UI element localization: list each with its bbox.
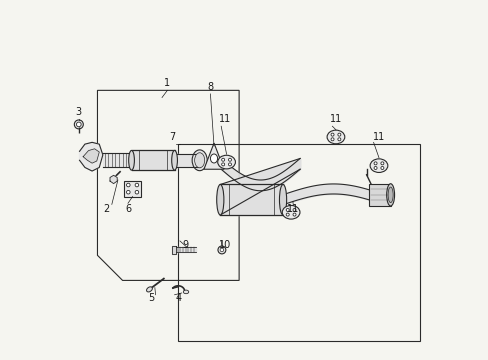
- Text: 2: 2: [103, 204, 109, 214]
- Ellipse shape: [285, 213, 288, 216]
- Text: 11: 11: [218, 114, 230, 124]
- Polygon shape: [172, 246, 176, 254]
- Text: 1: 1: [164, 78, 170, 88]
- Text: 11: 11: [286, 204, 299, 214]
- Ellipse shape: [220, 248, 223, 252]
- Ellipse shape: [387, 187, 392, 203]
- Polygon shape: [176, 247, 196, 252]
- Ellipse shape: [216, 184, 224, 215]
- Ellipse shape: [221, 163, 224, 166]
- Ellipse shape: [380, 166, 383, 170]
- Text: 10: 10: [218, 239, 230, 249]
- Text: 9: 9: [182, 239, 188, 249]
- Polygon shape: [110, 175, 117, 184]
- Ellipse shape: [210, 154, 217, 163]
- Text: 6: 6: [124, 204, 131, 214]
- Ellipse shape: [373, 162, 376, 165]
- Ellipse shape: [126, 183, 130, 187]
- Ellipse shape: [330, 138, 333, 141]
- Ellipse shape: [373, 166, 376, 170]
- Bar: [368, 184, 390, 206]
- Ellipse shape: [135, 183, 139, 187]
- Ellipse shape: [171, 150, 177, 170]
- Ellipse shape: [192, 150, 207, 171]
- Ellipse shape: [285, 208, 288, 211]
- Text: 4: 4: [175, 293, 181, 303]
- Ellipse shape: [292, 213, 295, 216]
- Ellipse shape: [386, 184, 394, 206]
- Ellipse shape: [330, 133, 333, 136]
- Text: 11: 11: [329, 114, 342, 124]
- Text: 7: 7: [169, 132, 176, 142]
- Ellipse shape: [228, 158, 231, 161]
- Ellipse shape: [369, 159, 387, 172]
- Ellipse shape: [218, 246, 225, 254]
- Polygon shape: [80, 142, 102, 171]
- Bar: [178, 144, 419, 341]
- Polygon shape: [83, 149, 99, 163]
- Ellipse shape: [292, 208, 295, 211]
- Ellipse shape: [194, 153, 204, 168]
- Ellipse shape: [217, 155, 235, 169]
- Text: 5: 5: [148, 293, 154, 303]
- Ellipse shape: [228, 163, 231, 166]
- Ellipse shape: [76, 122, 81, 127]
- Ellipse shape: [183, 290, 188, 294]
- Ellipse shape: [128, 150, 134, 170]
- Polygon shape: [203, 143, 224, 169]
- Bar: [124, 180, 141, 197]
- Ellipse shape: [74, 120, 83, 129]
- Text: 8: 8: [207, 82, 213, 92]
- Text: 3: 3: [76, 107, 81, 117]
- Ellipse shape: [337, 133, 340, 136]
- Ellipse shape: [337, 138, 340, 141]
- Ellipse shape: [282, 206, 299, 219]
- Ellipse shape: [126, 190, 130, 194]
- Ellipse shape: [221, 158, 224, 161]
- Ellipse shape: [135, 190, 139, 194]
- Ellipse shape: [146, 287, 152, 292]
- Ellipse shape: [279, 184, 286, 215]
- Text: 11: 11: [372, 132, 385, 142]
- Ellipse shape: [380, 162, 383, 165]
- Ellipse shape: [326, 130, 344, 144]
